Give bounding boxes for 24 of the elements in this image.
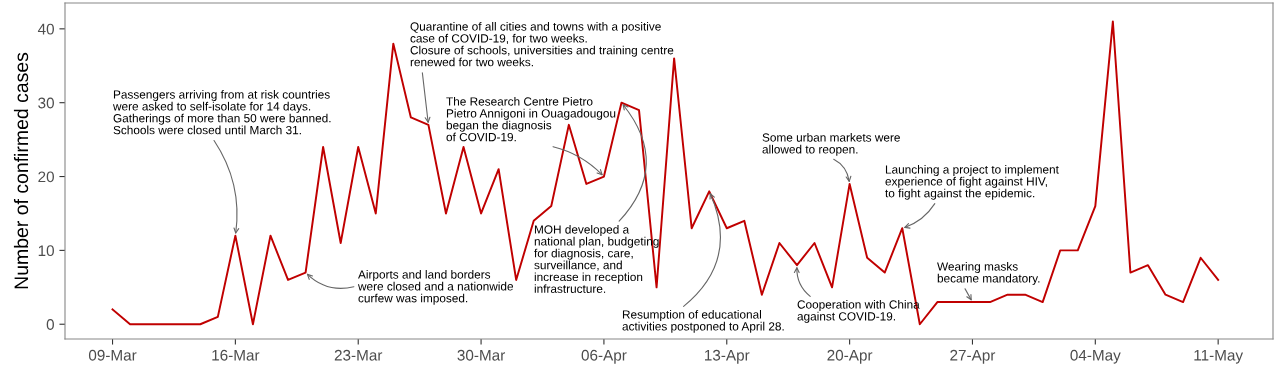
x-tick-label: 20-Apr bbox=[827, 349, 873, 364]
x-tick-label: 13-Apr bbox=[705, 349, 750, 364]
x-tick-label: 11-May bbox=[1194, 349, 1244, 364]
annotation: Quarantine of all cities and towns with a positive case of COVID-19, for two weeks. Closure of schools, universities and training centre renewed for two weeks. bbox=[410, 22, 674, 67]
annotation: The Research Centre Pietro Pietro Annigoni in Ouagadougou began the diagnosis of COVID-19. bbox=[446, 97, 616, 142]
x-tick-label: 04-May bbox=[1070, 349, 1121, 364]
x-tick-label: 16-Mar bbox=[212, 349, 260, 361]
y-tick-label: 30 bbox=[38, 97, 54, 109]
annotation: Launching a project to implement experience of fight against HIV, to fight against the epidemic. bbox=[885, 165, 1059, 200]
x-tick-label: 09-Mar bbox=[88, 349, 137, 361]
y-tick-label: 10 bbox=[38, 245, 54, 257]
y-tick-label: 0 bbox=[46, 319, 54, 330]
annotation: Airports and land borders were closed and a nationwide curfew was imposed. bbox=[357, 270, 514, 305]
y-axis-title: Number of confirmed cases bbox=[13, 52, 29, 289]
x-tick-label: 27-Apr bbox=[950, 349, 996, 364]
y-tick-label: 40 bbox=[37, 23, 54, 35]
annotation: Passengers arriving from at risk countries were asked to self-isolate for 14 days. Gatherings of more than 50 were banned. Schools were closed until March 31. bbox=[112, 90, 331, 135]
annotation: Resumption of educational activities postponed to April 28. bbox=[622, 310, 784, 333]
y-tick-label: 20 bbox=[38, 171, 54, 183]
x-tick-label: 30-Mar bbox=[457, 349, 506, 361]
x-tick-label: 06-Apr bbox=[581, 349, 627, 364]
annotation: Some urban markets were allowed to reopen. bbox=[762, 133, 900, 156]
annotation: Wearing masks became mandatory. bbox=[937, 262, 1040, 285]
x-tick-label: 23-Mar bbox=[334, 349, 383, 361]
